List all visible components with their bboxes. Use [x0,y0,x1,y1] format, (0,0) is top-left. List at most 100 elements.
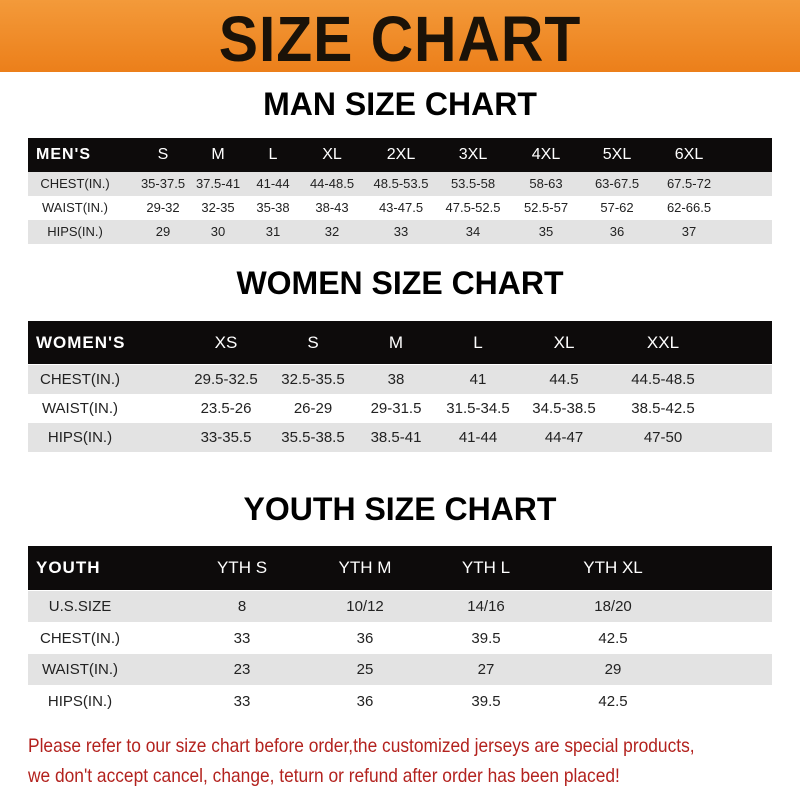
table-cell: 8 [237,598,247,615]
note-line-2: we don't accept cancel, change, teturn o… [28,765,620,787]
table-cell: 29 [155,224,171,239]
table-cell: 32 [324,224,340,239]
table-cell: 23 [233,661,251,678]
table-cell: 31 [265,224,281,239]
table-cell: 41-44 [458,429,498,446]
size-header-cell: XS [214,333,238,352]
size-header-cell: M [211,146,225,163]
note-line-1: Please refer to our size chart before or… [28,735,695,757]
row-label: CHEST(IN.) [40,630,120,647]
table-cell: 36 [356,630,374,647]
size-header-cell: XL [322,146,342,163]
table-cell: 35-38 [256,200,290,215]
row-label: WAIST(IN.) [42,200,108,215]
row-label: WAIST(IN.) [41,661,119,678]
table-cell: 35 [538,224,554,239]
table-row: CHEST(IN.) 33 36 39.5 42.5 [28,623,772,654]
size-header-cell: M [388,333,404,352]
table-cell: 31.5-34.5 [446,400,510,417]
row-label: HIPS(IN.) [47,693,113,710]
size-header-cell: YTH S [216,558,268,577]
table-cell: 58-63 [529,176,563,191]
table-row: WAIST(IN.) 23.5-26 26-29 29-31.5 31.5-34.5 34… [28,394,772,423]
size-header-cell: L [268,146,278,163]
size-header-cell: S [157,146,169,163]
table-cell: 35-37.5 [140,176,186,191]
table-cell: 29-31.5 [370,400,422,417]
size-header-cell: 6XL [674,146,704,163]
table-cell: 29-32 [146,200,180,215]
size-header-cell: L [473,333,483,352]
table-cell: 32.5-35.5 [281,371,345,388]
table-cell: 62-66.5 [666,200,712,215]
table-cell: 36 [356,693,374,710]
table-cell: 43-47.5 [378,200,424,215]
table-title-cell: MEN'S [36,146,92,163]
table-cell: 38-43 [315,200,349,215]
size-header-cell: 4XL [531,146,561,163]
size-header-cell: 3XL [458,146,488,163]
table-header-row: MEN'S S M L XL 2XL 3XL 4XL 5XL 6XL [28,138,772,172]
table-cell: 29.5-32.5 [194,371,258,388]
table-cell: 44.5-48.5 [631,371,695,388]
table-cell: 33 [233,630,251,647]
table-cell: 39.5 [471,693,501,710]
table-row: HIPS(IN.) 33 36 39.5 42.5 [28,686,772,717]
table-cell: 10/12 [346,598,384,615]
table-cell: 34.5-38.5 [532,400,596,417]
table-row: U.S.SIZE 8 10/12 14/16 18/20 [28,591,772,622]
table-cell: 25 [356,661,374,678]
table-cell: 34 [465,224,481,239]
table-cell: 41-44 [256,176,290,191]
table-header-row: WOMEN'S XS S M L XL XXL [28,321,772,364]
table-cell: 29 [604,661,622,678]
row-label: HIPS(IN.) [47,429,113,446]
banner: SIZE CHART [0,0,800,75]
table-cell: 48.5-53.5 [373,176,429,191]
table-cell: 44-47 [544,429,584,446]
row-label: CHEST(IN.) [40,371,120,388]
size-header-cell: 2XL [386,146,416,163]
table-cell: 38 [387,371,405,388]
table-cell: 33 [393,224,409,239]
table-row: WAIST(IN.) 23 25 27 29 [28,654,772,685]
table-cell: 44-48.5 [309,176,355,191]
row-label: HIPS(IN.) [47,224,103,239]
row-label: CHEST(IN.) [40,176,110,191]
table-cell: 41 [469,371,487,388]
table-cell: 47-50 [643,429,683,446]
size-header-cell: XXL [646,333,680,352]
table-cell: 44.5 [549,371,579,388]
women-title: WOMEN SIZE CHART [236,265,564,301]
table-cell: 30 [210,224,226,239]
table-row: HIPS(IN.) 33-35.5 35.5-38.5 38.5-41 41-44 44-… [28,423,772,452]
table-cell: 14/16 [467,598,505,615]
table-cell: 57-62 [600,200,634,215]
table-cell: 67.5-72 [666,176,712,191]
table-row: HIPS(IN.) 29 30 31 32 33 34 35 36 37 [28,220,772,244]
table-cell: 53.5-58 [450,176,496,191]
table-header-row: YOUTH YTH S YTH M YTH L YTH XL [28,546,772,590]
table-cell: 42.5 [598,693,628,710]
table-cell: 38.5-41 [370,429,422,446]
table-row: CHEST(IN.) 29.5-32.5 32.5-35.5 38 41 44.5 44.5… [28,365,772,394]
youth-title: YOUTH SIZE CHART [243,491,557,527]
table-cell: 36 [609,224,625,239]
size-header-cell: XL [553,333,575,352]
table-title-cell: WOMEN'S [36,333,126,352]
table-cell: 23.5-26 [200,400,252,417]
banner-title: SIZE CHART [218,3,582,75]
size-header-cell: YTH L [461,558,511,577]
table-cell: 52.5-57 [523,200,569,215]
row-label: U.S.SIZE [48,598,112,615]
table-cell: 42.5 [598,630,628,647]
table-cell: 63-67.5 [594,176,640,191]
table-cell: 32-35 [201,200,235,215]
table-cell: 35.5-38.5 [281,429,345,446]
table-cell: 38.5-42.5 [631,400,695,417]
table-row: CHEST(IN.) 35-37.5 37.5-41 41-44 44-48.5 48.5… [28,172,772,196]
table-title-cell: YOUTH [36,558,101,577]
size-header-cell: 5XL [602,146,632,163]
table-cell: 26-29 [293,400,333,417]
table-cell: 37.5-41 [195,176,241,191]
